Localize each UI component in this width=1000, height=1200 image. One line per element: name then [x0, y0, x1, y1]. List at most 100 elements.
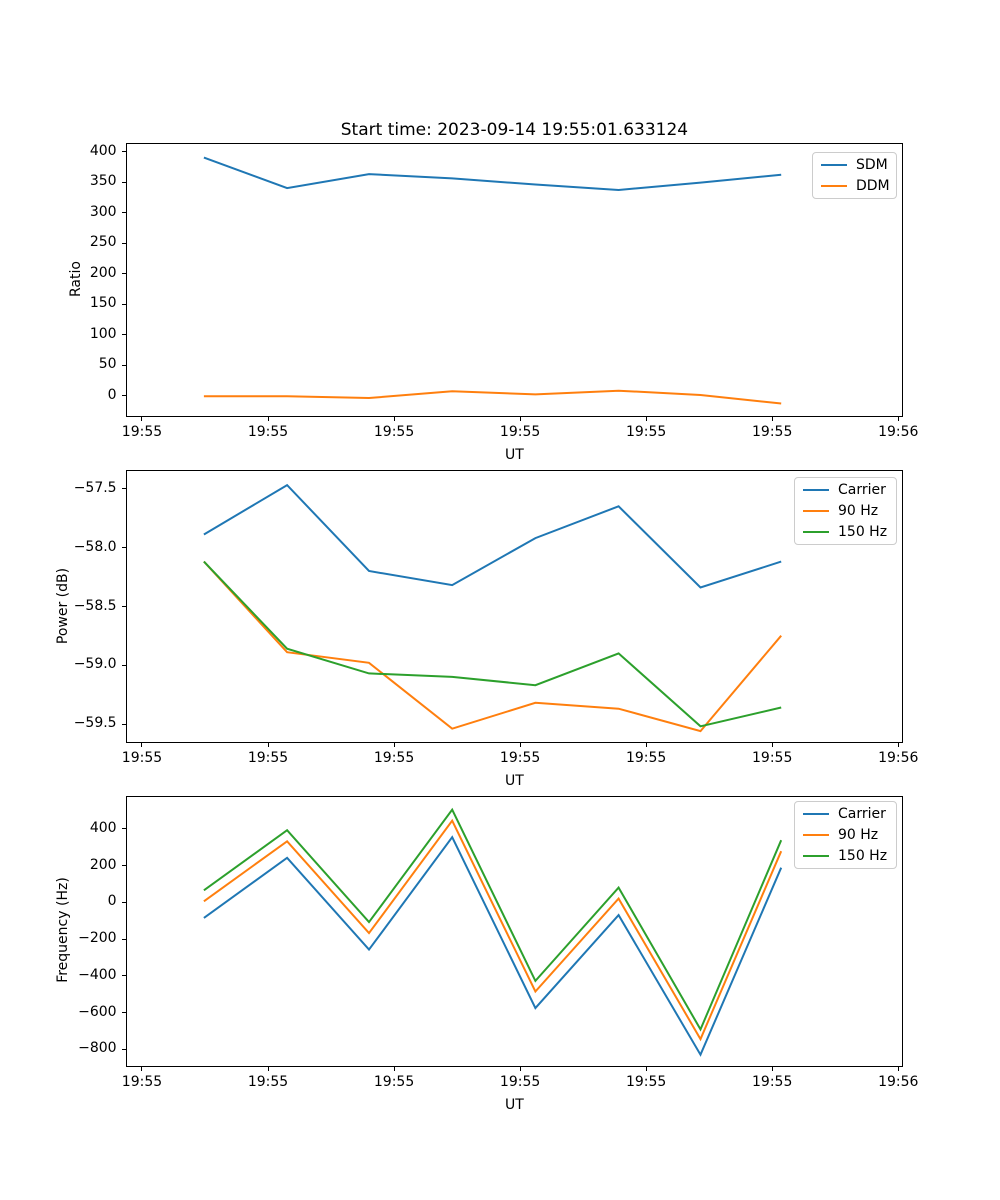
plot1-y-tick	[121, 395, 126, 397]
plot2-x-tick	[267, 743, 269, 747]
plot3-x-tick-label: 19:55	[247, 1074, 289, 1091]
plot2-y-tick-label: −57.5	[73, 479, 117, 496]
plot1-legend-entry-sdm: SDM	[813, 157, 896, 173]
plot2-y-tick	[121, 606, 126, 607]
plot1-x-tick	[141, 417, 143, 421]
plot2-y-tick-label: −58.5	[73, 597, 117, 614]
plot1-y-tick	[121, 334, 126, 336]
plot3-series-svg	[202, 807, 782, 1057]
plot2-y-tick-label: −59.5	[73, 715, 117, 732]
plot3-legend: Carrier 90 Hz 150 Hz	[794, 801, 897, 869]
plot2-legend-entry-90-hz: 90 Hz	[795, 503, 896, 519]
plot2-legend: Carrier 90 Hz 150 Hz	[794, 477, 897, 545]
legend-entry-label: Carrier	[838, 482, 886, 499]
plot1-legend: SDM DDM	[812, 152, 897, 199]
plot1-x-tick-label: 19:55	[121, 424, 163, 440]
plot1-x-tick-label: 19:55	[625, 424, 667, 440]
plot1-x-tick	[645, 417, 647, 421]
plot2-x-tick	[897, 743, 899, 747]
plot3-series-90-hz-line	[202, 818, 782, 1042]
plot3-y-tick	[121, 828, 126, 830]
plot2-y-tick	[121, 488, 126, 490]
plot3-y-tick-label: −800	[78, 1040, 117, 1057]
plot3-y-tick	[121, 975, 126, 977]
150-hz-line-sample-icon	[803, 854, 829, 857]
plot3-x-tick-label: 19:55	[373, 1074, 415, 1091]
plot1-x-tick	[771, 417, 773, 421]
plot3-x-tick-label: 19:55	[499, 1074, 541, 1091]
plot3-x-tick	[267, 1067, 269, 1072]
plot2-series-150-hz-line	[202, 560, 782, 728]
plot1-y-tick	[121, 273, 126, 275]
plot2-series-svg	[202, 483, 782, 733]
legend-entry-label: SDM	[856, 157, 888, 174]
plot1-series-sdm-line	[203, 156, 781, 192]
plot3-x-tick	[771, 1067, 773, 1072]
plot2-area	[125, 470, 904, 743]
plot3-legend-entry-carrier: Carrier	[795, 806, 896, 822]
plot3-y-tick	[121, 1048, 126, 1050]
plot3-x-tick-label: 19:55	[752, 1074, 793, 1091]
plot2-x-tick-label: 19:55	[625, 750, 667, 766]
plot1-legend-entry-ddm: DDM	[813, 178, 896, 194]
plot2-x-tick-label: 19:55	[247, 750, 289, 766]
plot3-y-tick	[121, 938, 126, 940]
plot3-x-axis-label: UT	[505, 1097, 524, 1114]
plot2-legend-entry-150-hz: 150 Hz	[795, 524, 896, 540]
plot3-y-axis-label: Frequency (Hz)	[55, 877, 71, 984]
legend-entry-label: 90 Hz	[838, 502, 879, 519]
plot3-series-carrier-line	[202, 834, 782, 1057]
plot2-x-axis-label: UT	[505, 773, 524, 789]
plot3-series-150-hz-line	[202, 807, 782, 1032]
150-hz-line-sample-icon	[803, 530, 829, 533]
90-hz-line-sample-icon	[803, 833, 829, 836]
carrier-line-sample-icon	[803, 489, 829, 492]
legend-entry-label: 150 Hz	[838, 847, 888, 864]
plot3-x-tick	[393, 1067, 395, 1072]
plot2-y-tick	[121, 723, 126, 725]
plot1-x-tick-label: 19:55	[499, 424, 541, 440]
plot2-y-tick	[121, 547, 126, 549]
plot3-y-tick-label: 200	[89, 856, 117, 873]
plot1-y-tick-label: 350	[89, 173, 117, 190]
carrier-line-sample-icon	[803, 813, 829, 816]
plot3-x-tick	[645, 1067, 647, 1072]
plot1-y-tick	[121, 151, 126, 153]
plot3-legend-entry-150-hz: 150 Hz	[795, 848, 896, 864]
plot1-y-tick	[121, 364, 126, 366]
plot1-y-tick	[121, 212, 126, 214]
plot3-area	[125, 795, 904, 1068]
plot2-series-carrier-line	[202, 483, 782, 589]
plot1-y-tick-label: 250	[89, 234, 117, 251]
plot2-x-tick	[141, 743, 143, 747]
plot2-x-tick	[519, 743, 521, 747]
plot2-x-tick-label: 19:55	[121, 750, 163, 766]
plot1-y-tick-label: 300	[89, 203, 117, 220]
plot2-x-tick-label: 19:55	[373, 750, 415, 766]
plot1-y-tick-label: 100	[89, 325, 117, 342]
legend-entry-label: Carrier	[838, 806, 886, 823]
plot3-x-tick	[519, 1067, 521, 1072]
plot3-y-tick-label: −200	[78, 930, 117, 947]
plot2-x-tick	[393, 743, 395, 747]
plot1-y-tick-label: 150	[89, 295, 117, 312]
plot2-x-tick	[771, 743, 773, 747]
plot1-series-svg	[203, 156, 781, 405]
plot3-y-tick	[121, 1012, 126, 1014]
plot3-x-tick-label: 19:55	[625, 1074, 667, 1091]
plot2-series-90-hz-line	[202, 560, 782, 733]
plot1-x-tick	[897, 417, 899, 421]
legend-entry-label: 150 Hz	[838, 523, 888, 540]
plot2-x-tick	[645, 743, 647, 747]
plot1-y-tick-label: 50	[98, 356, 117, 373]
plot1-y-tick-label: 400	[89, 142, 117, 159]
plot1-y-tick-label: 0	[107, 386, 117, 403]
plot1-y-tick	[121, 181, 126, 183]
plot1-x-tick	[393, 417, 395, 421]
plot2-y-tick	[121, 664, 126, 666]
plot3-x-tick-label: 19:55	[121, 1074, 163, 1091]
plot2-y-tick-label: −59.0	[73, 656, 117, 673]
plot1-x-axis-label: UT	[505, 447, 524, 463]
plot2-legend-entry-carrier: Carrier	[795, 482, 896, 498]
